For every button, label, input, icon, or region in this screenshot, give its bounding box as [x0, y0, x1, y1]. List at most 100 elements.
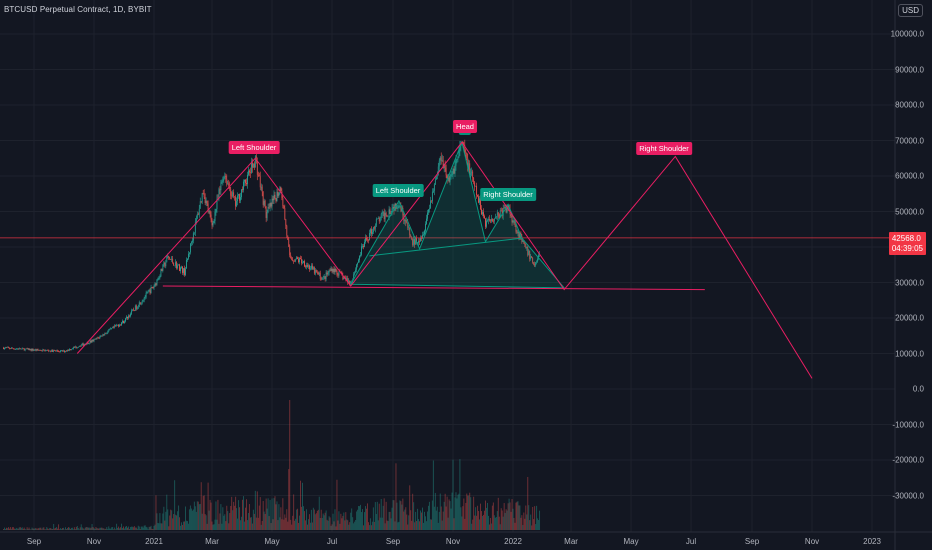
candle-body [523, 240, 525, 244]
volume-bar [528, 505, 530, 530]
candle-body [485, 218, 486, 227]
right-shoulder-teal-label[interactable]: Right Shoulder [480, 188, 536, 201]
candle-body [21, 348, 23, 349]
volume-bar [207, 482, 209, 530]
candle-body [118, 324, 119, 327]
candle-body [527, 246, 529, 256]
volume-bar [34, 528, 36, 530]
volume-bar [190, 508, 192, 530]
volume-bar [196, 501, 198, 530]
volume-bar [430, 519, 432, 530]
candle-body [219, 189, 221, 191]
volume-bar [72, 529, 74, 530]
volume-bar [37, 528, 39, 530]
candle-body [35, 349, 37, 351]
head-shoulders-drawings[interactable] [0, 140, 895, 379]
volume-bar [346, 519, 348, 530]
volume-bar [7, 527, 9, 530]
candle-body [468, 163, 470, 171]
volume-bar [132, 527, 134, 530]
volume-bar [268, 516, 270, 530]
volume-bar [294, 520, 296, 530]
volume-bar [396, 502, 398, 530]
volume-bar [289, 400, 291, 530]
volume-bar [415, 511, 417, 530]
candle-body [487, 220, 488, 221]
candle-body [521, 236, 523, 242]
volume-bar [380, 498, 382, 530]
candle-body [108, 330, 110, 332]
volume-bar [133, 526, 135, 530]
candle-body [234, 196, 236, 198]
candle-body [121, 322, 122, 325]
volume-bar [464, 518, 466, 530]
volume-bar [38, 528, 40, 530]
candle-body [264, 200, 266, 207]
volume-bar [137, 525, 139, 530]
candle-body [207, 203, 209, 212]
volume-bar [375, 514, 377, 530]
candle-body [494, 216, 496, 219]
symbol-title[interactable]: BTCUSD Perpetual Contract, 1D, BYBIT [4, 5, 152, 14]
volume-bar [231, 496, 233, 530]
volume-bar [334, 509, 336, 530]
volume-bar [52, 528, 54, 530]
candle-body [31, 349, 33, 351]
volume-bar [452, 459, 454, 530]
volume-bar [333, 521, 335, 530]
volume-bar [155, 495, 157, 530]
volume-bar [46, 527, 48, 530]
volume-bar [11, 527, 13, 530]
volume-bar [210, 502, 212, 530]
volume-bar [257, 517, 259, 530]
volume-bar [366, 508, 367, 530]
volume-bar [41, 529, 43, 530]
volume-bar [237, 518, 239, 530]
candle-body [378, 218, 380, 222]
volume-bar [47, 528, 49, 530]
volume-bar [460, 507, 462, 530]
volume-bar [120, 527, 122, 530]
volume-bar [397, 522, 399, 530]
volume-bar [127, 526, 129, 530]
candle-body [41, 350, 43, 352]
left-shoulder-red-label[interactable]: Left Shoulder [228, 141, 280, 154]
volume-bar [189, 505, 191, 530]
volume-bar [387, 521, 389, 530]
head-label[interactable]: Head [453, 120, 477, 133]
candle-body [52, 349, 54, 352]
candle-body [436, 174, 438, 177]
candle-body [451, 174, 453, 176]
candle-body [379, 218, 381, 222]
volume-bar [129, 527, 131, 530]
candle-body [505, 207, 507, 213]
volume-bar [382, 505, 384, 530]
candle-body [93, 339, 95, 342]
volume-bar [83, 529, 85, 530]
candle-body [347, 278, 349, 284]
candle-body [237, 195, 239, 202]
left-shoulder-teal-label[interactable]: Left Shoulder [372, 184, 424, 197]
volume-bar [234, 505, 236, 530]
candle-body [443, 163, 445, 169]
price-tick-label: 10000.0 [895, 349, 924, 358]
volume-bar [56, 527, 58, 530]
volume-bar [439, 493, 441, 530]
volume-bar [263, 511, 265, 530]
volume-bar [486, 502, 488, 530]
candle-body [11, 347, 13, 349]
right-shoulder-red-label[interactable]: Right Shoulder [636, 142, 692, 155]
currency-button[interactable]: USD [898, 4, 923, 17]
candle-body [92, 340, 94, 342]
candle-body [198, 208, 200, 215]
volume-bar [59, 529, 61, 530]
candle-body [192, 233, 194, 241]
candle-body [162, 264, 164, 271]
volume-bar [10, 528, 12, 530]
candle-body [442, 160, 444, 169]
candle-body [479, 198, 480, 203]
price-tick-label: -10000.0 [892, 420, 924, 429]
candle-body [215, 209, 217, 212]
candle-body [232, 192, 234, 197]
